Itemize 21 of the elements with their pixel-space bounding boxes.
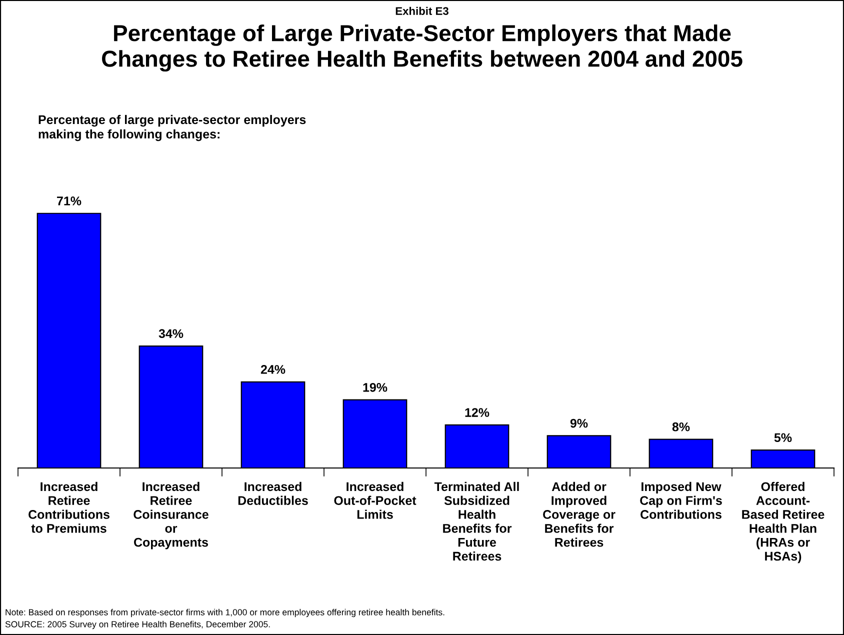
source-note: SOURCE: 2005 Survey on Retiree Health Benefits, December 2005. — [5, 620, 270, 630]
x-tick-label: Increased Retiree Coinsurance or Copayments — [134, 482, 208, 550]
text: Note: Based on responses from private-sector firms with 1,000 or more employees offering retiree health benefits. — [6, 608, 444, 618]
data-label: 71% — [57, 196, 82, 206]
x-tick-label: Imposed New Cap on Firm's Contributions — [640, 482, 722, 519]
data-label: 12% — [465, 408, 490, 417]
data-label: 24% — [260, 365, 286, 374]
data-label: 8% — [672, 422, 690, 432]
chart-title: Percentage of Large Private-Sector Employers that Made Changes to Retiree Health Benefits between 2004 and 2005 — [102, 24, 742, 72]
x-tick-label: Increased Deductibles — [238, 482, 308, 505]
x-tick-label: Terminated All Subsidized Health Benefits for Future Retirees — [434, 482, 519, 561]
data-label: 19% — [363, 382, 388, 392]
text: Exhibit E3 — [396, 6, 448, 15]
data-label: 5% — [774, 433, 792, 442]
chart-subtitle: Percentage of large private-sector employers making the following changes: — [38, 114, 306, 142]
x-tick-label: Increased Out-of-Pocket Limits — [334, 482, 416, 519]
x-tick-label: Offered Account- Based Retiree Health Plan (HRAs or HSAs) — [742, 482, 824, 564]
x-tick-label: Added or Improved Coverage or Benefits for Retirees — [543, 482, 616, 547]
x-tick-label: Increased Retiree Contributions to Premiums — [28, 482, 110, 533]
data-label: 34% — [158, 329, 184, 338]
data-label: 9% — [570, 418, 588, 428]
